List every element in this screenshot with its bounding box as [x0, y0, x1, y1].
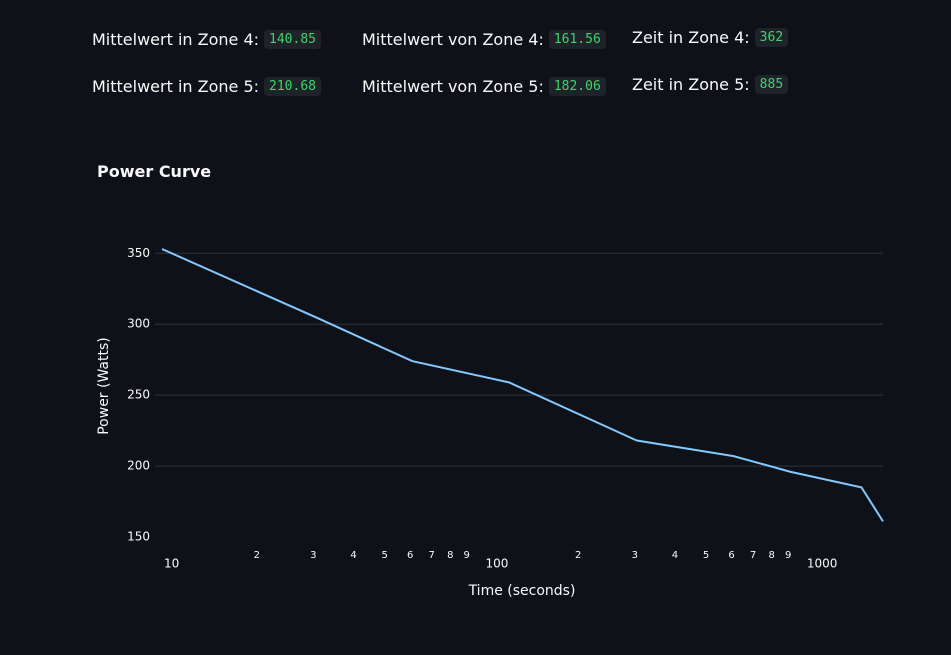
x-tick-label: 9: [464, 550, 470, 561]
y-axis-label: Power (Watts): [96, 337, 112, 435]
metric-value: 140.85: [264, 30, 321, 49]
x-tick-label: 6: [407, 550, 413, 561]
x-tick-label: 2: [254, 550, 260, 561]
metric-value: 885: [754, 75, 789, 94]
metric: Mittelwert von Zone 5: 182.06: [362, 77, 606, 96]
y-tick-label: 300: [127, 317, 150, 331]
x-tick-label: 3: [632, 550, 638, 561]
metric-label: Zeit in Zone 4:: [632, 28, 750, 47]
x-tick-label: 100: [485, 557, 508, 571]
chart-title: Power Curve: [97, 162, 212, 181]
metric-label: Mittelwert in Zone 4:: [92, 30, 260, 49]
x-tick-label: 4: [350, 550, 356, 561]
y-tick-label: 350: [127, 246, 150, 260]
metric-value: 182.06: [548, 77, 606, 96]
metric: Zeit in Zone 5: 885: [632, 75, 789, 94]
metric-value: 362: [754, 28, 789, 47]
x-tick-label: 7: [428, 550, 434, 561]
x-tick-label: 6: [728, 550, 734, 561]
y-tick-label: 200: [127, 459, 150, 473]
metric-label: Mittelwert in Zone 5:: [92, 77, 260, 96]
x-tick-label: 8: [447, 550, 453, 561]
metric: Mittelwert von Zone 4: 161.56: [362, 30, 606, 49]
x-axis-label: Time (seconds): [468, 583, 576, 599]
y-tick-label: 150: [127, 530, 150, 544]
metric: Mittelwert in Zone 5: 210.68: [92, 77, 321, 96]
x-tick-label: 1000: [807, 557, 838, 571]
power-line: [161, 248, 884, 522]
metric: Zeit in Zone 4: 362: [632, 28, 789, 47]
y-tick-label: 250: [127, 388, 150, 402]
x-tick-label: 7: [750, 550, 756, 561]
x-tick-label: 10: [164, 557, 179, 571]
x-tick-label: 9: [785, 550, 791, 561]
x-tick-label: 5: [381, 550, 387, 561]
x-tick-label: 4: [672, 550, 678, 561]
x-tick-label: 3: [310, 550, 316, 561]
metric-value: 161.56: [548, 30, 606, 49]
metric: Mittelwert in Zone 4: 140.85: [92, 30, 321, 49]
x-tick-label: 5: [703, 550, 709, 561]
metric-label: Mittelwert von Zone 4:: [362, 30, 544, 49]
x-tick-label: 2: [575, 550, 581, 561]
x-tick-label: 8: [769, 550, 775, 561]
metric-label: Zeit in Zone 5:: [632, 75, 750, 94]
metric-value: 210.68: [264, 77, 321, 96]
metric-label: Mittelwert von Zone 5:: [362, 77, 544, 96]
